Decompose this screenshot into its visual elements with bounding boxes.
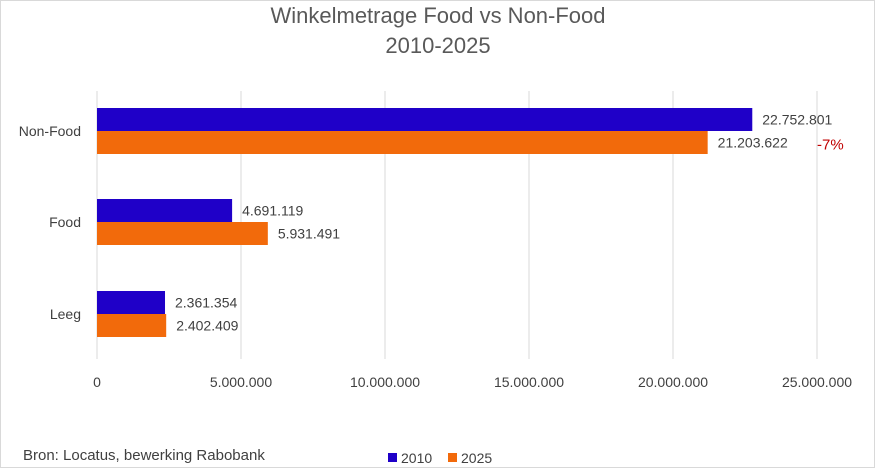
- legend-label-2025: 2025: [461, 450, 492, 466]
- x-tick-label: 15.000.000: [494, 374, 564, 390]
- category-label: Food: [49, 214, 81, 230]
- x-tick-label: 25.000.000: [782, 374, 852, 390]
- bar-2010-food: [97, 199, 233, 222]
- legend-swatch-2025: [448, 453, 457, 462]
- x-tick-labels: 0 5.000.000 10.000.000 15.000.000 20.000.000…: [93, 374, 852, 390]
- legend-swatch-2010: [388, 453, 397, 462]
- bar-2025-non-food: [97, 131, 708, 154]
- category-label: Leeg: [50, 306, 81, 322]
- chart-title-line-1: Winkelmetrage Food vs Non-Food: [270, 3, 605, 28]
- data-label: 5.931.491: [278, 226, 340, 242]
- category-label: Non-Food: [19, 123, 81, 139]
- bar-2025-leeg: [97, 314, 167, 337]
- x-tick-label: 10.000.000: [350, 374, 420, 390]
- data-labels: 22.752.801 4.691.119 2.361.354 21.203.622 5.…: [175, 112, 833, 334]
- chart-title-line-2: 2010-2025: [385, 33, 490, 58]
- data-label: 2.361.354: [175, 295, 237, 311]
- legend-label-2010: 2010: [401, 450, 432, 466]
- data-label: 21.203.622: [718, 135, 788, 151]
- source-note: Bron: Locatus, bewerking Rabobank: [23, 447, 265, 464]
- data-label: 4.691.119: [242, 203, 303, 219]
- annotations: -7%: [817, 137, 844, 154]
- data-label: 2.402.409: [176, 318, 238, 334]
- x-tick-label: 20.000.000: [638, 374, 708, 390]
- bar-2025-food: [97, 222, 268, 245]
- bar-2010-leeg: [97, 291, 166, 314]
- change-annotation: -7%: [817, 137, 844, 154]
- bars: [97, 108, 753, 337]
- x-tick-label: 0: [93, 374, 101, 390]
- legend: 2010 2025: [388, 450, 492, 466]
- bar-2010-non-food: [97, 108, 753, 131]
- category-labels: Non-Food Food Leeg: [19, 123, 81, 322]
- data-label: 22.752.801: [762, 112, 832, 128]
- x-tick-label: 5.000.000: [210, 374, 272, 390]
